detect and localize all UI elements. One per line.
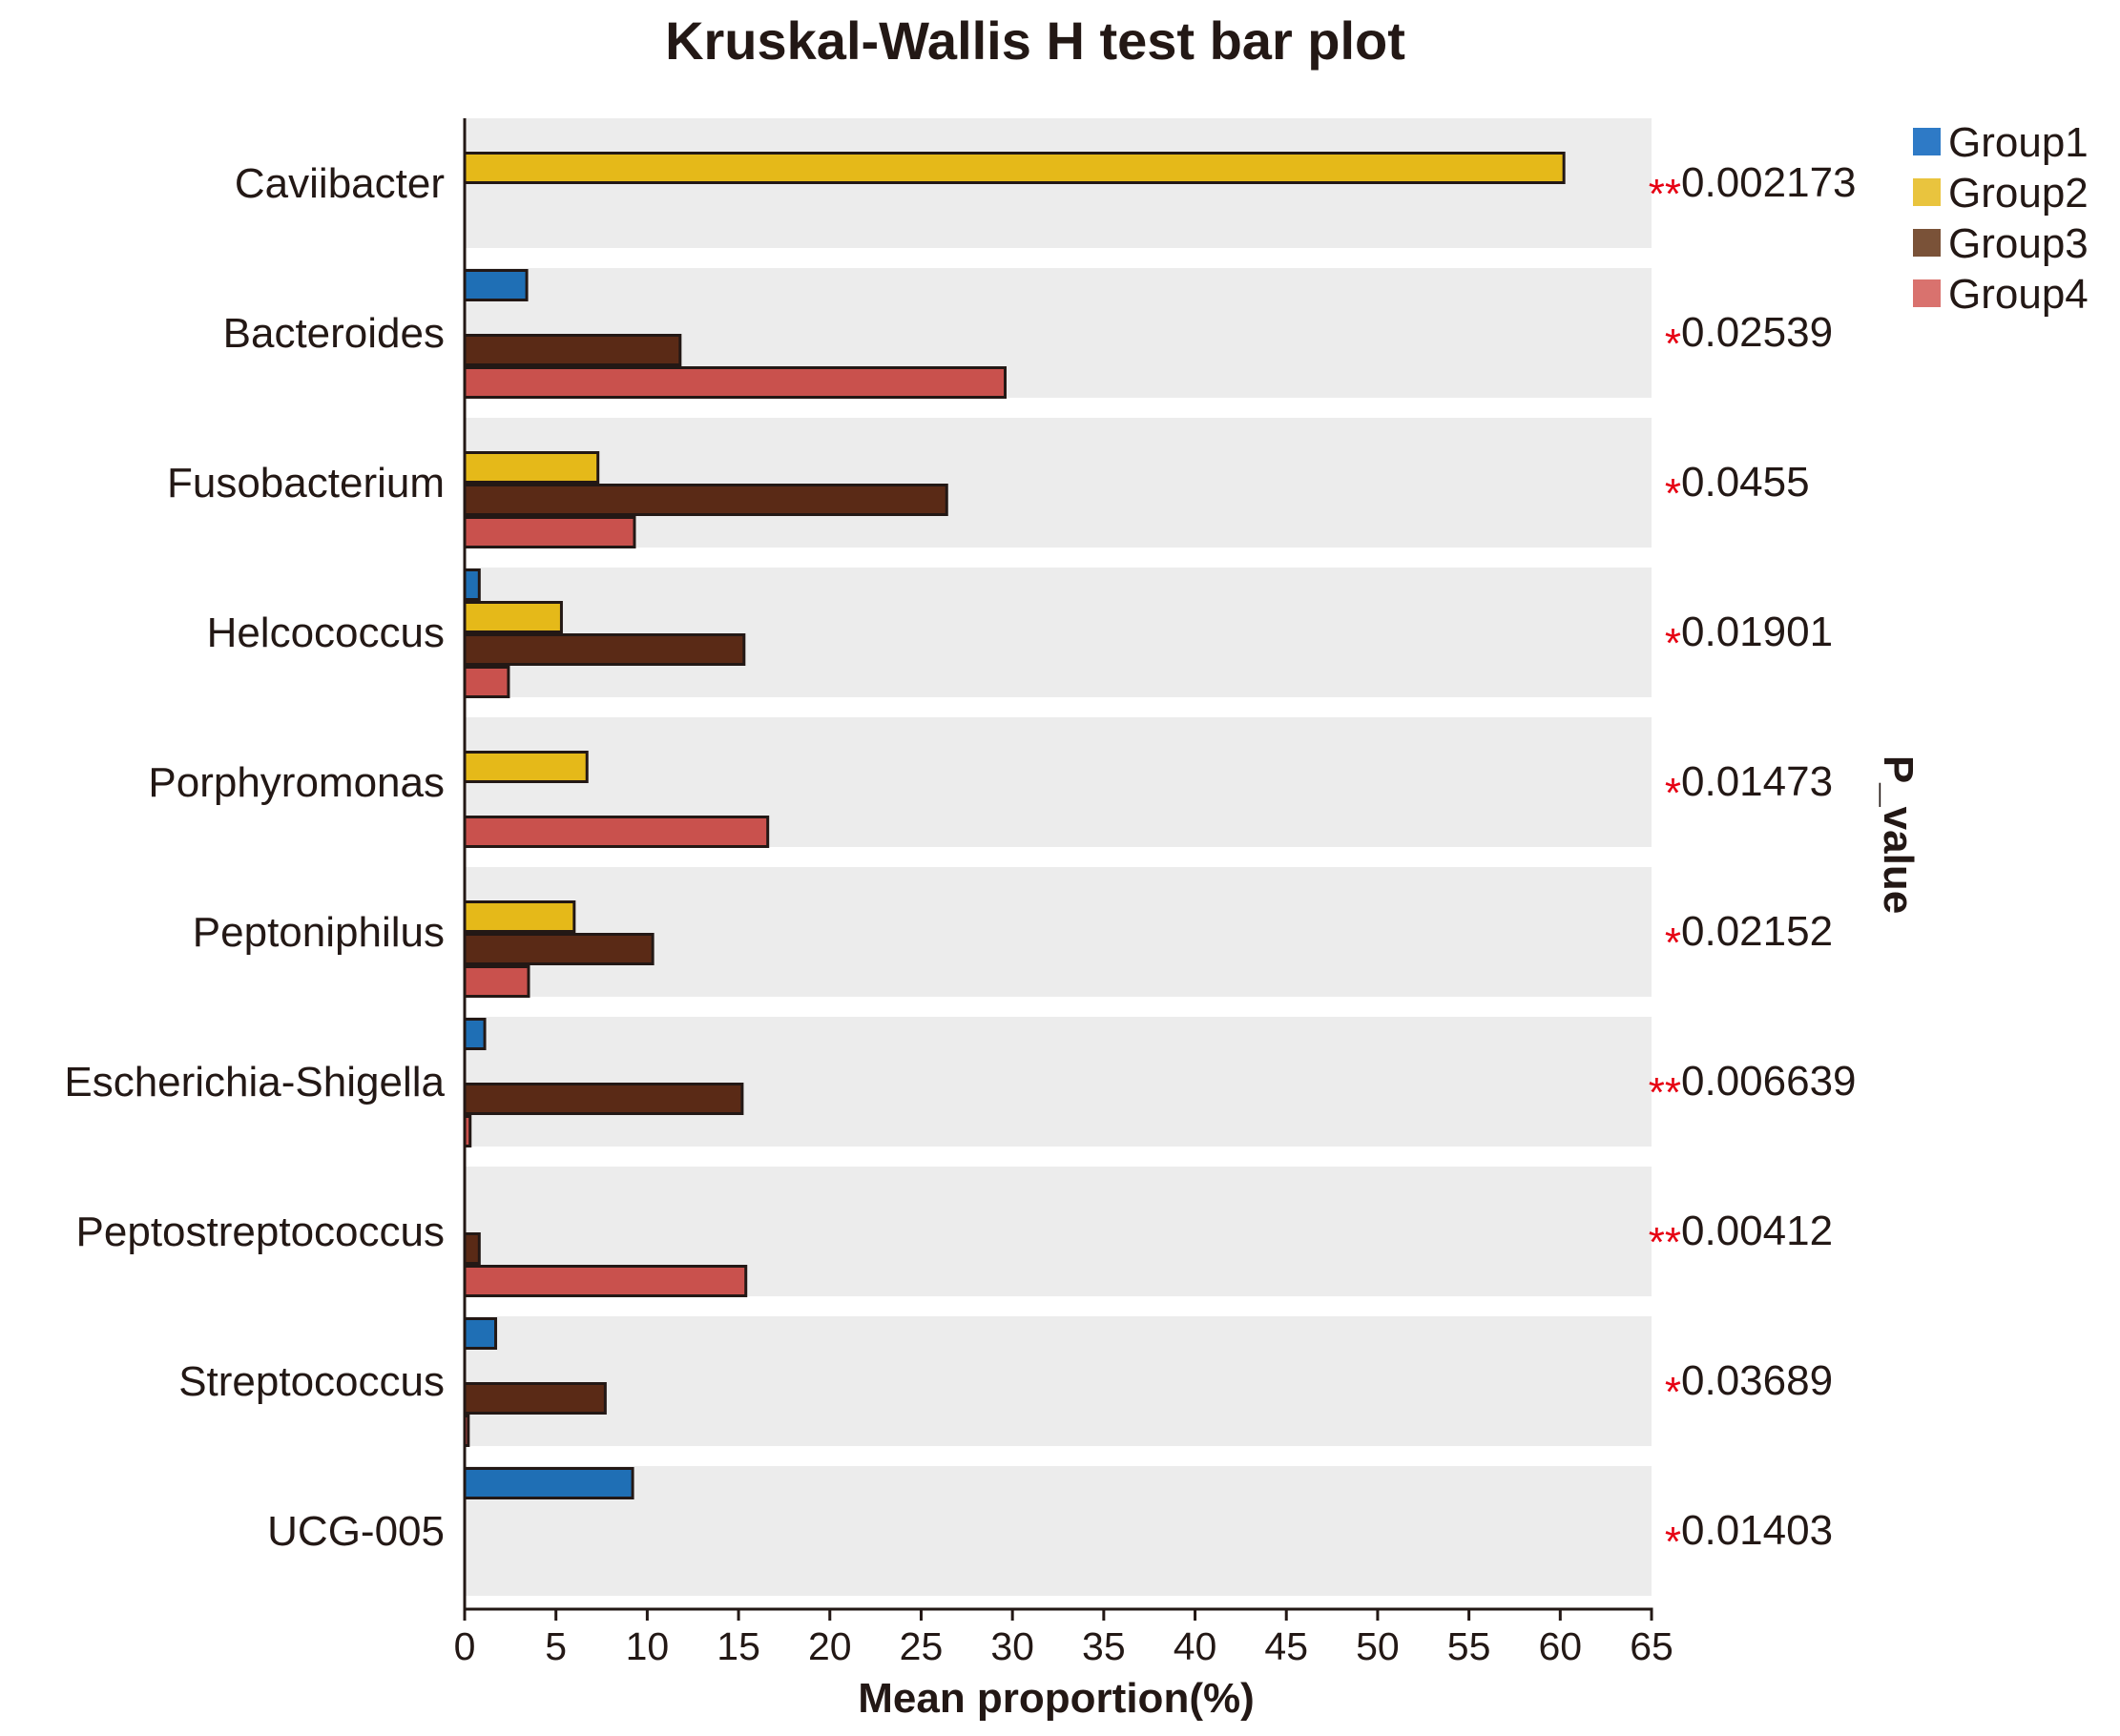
bar-group4 — [463, 666, 510, 698]
legend-swatch-group2 — [1913, 178, 1941, 206]
significance-stars: * — [1665, 1519, 1681, 1565]
significance-stars: * — [1665, 620, 1681, 667]
significance-stars: * — [1665, 920, 1681, 966]
legend-swatch-group1 — [1913, 128, 1941, 155]
bar-group1 — [463, 1018, 487, 1050]
x-tick-label: 20 — [808, 1624, 852, 1668]
p-value-labels: ** 0.002173* 0.02539* 0.0455* 0.01901* 0.0147… — [1649, 159, 1857, 1565]
significance-stars: ** — [1649, 1219, 1681, 1266]
category-label: Fusobacterium — [167, 460, 445, 506]
x-tick-label: 25 — [900, 1624, 944, 1668]
bar-group3 — [463, 334, 682, 366]
x-tick-label: 5 — [545, 1624, 567, 1668]
legend-label: Group4 — [1948, 271, 2089, 318]
significance-stars: * — [1665, 470, 1681, 517]
x-tick-label: 45 — [1264, 1624, 1308, 1668]
bar-group1 — [463, 1467, 634, 1499]
category-panel — [465, 1316, 1652, 1446]
category-labels: Caviibacter Bacteroides Fusobacterium Helco… — [64, 160, 445, 1555]
x-tick-label: 10 — [626, 1624, 670, 1668]
p-value-axis-label: P_value — [1875, 755, 1922, 914]
bar-group2 — [463, 751, 589, 783]
x-tick-label: 15 — [717, 1624, 760, 1668]
x-tick-label: 35 — [1082, 1624, 1126, 1668]
p-value-label: 0.01901 — [1681, 609, 1833, 655]
bar-group3 — [463, 933, 655, 965]
p-value-label: 0.02152 — [1681, 908, 1833, 955]
bar-group2 — [463, 601, 563, 633]
p-value-label: 0.00412 — [1681, 1208, 1833, 1254]
category-panel — [465, 867, 1652, 997]
bar-group2 — [463, 900, 576, 933]
p-value-label: 0.01473 — [1681, 758, 1833, 805]
bar-group1 — [463, 568, 481, 601]
x-tick-label: 0 — [454, 1624, 476, 1668]
significance-stars: ** — [1649, 1069, 1681, 1116]
p-value-label: 0.03689 — [1681, 1357, 1833, 1404]
legend-swatch-group4 — [1913, 279, 1941, 307]
category-panel — [465, 568, 1652, 697]
legend-label: Group3 — [1948, 220, 2089, 267]
legend-label: Group2 — [1948, 170, 2089, 217]
bar-group1 — [463, 269, 529, 301]
p-value-label: 0.006639 — [1681, 1058, 1857, 1105]
x-tick-label: 30 — [990, 1624, 1034, 1668]
category-label: Caviibacter — [235, 160, 445, 207]
bar-group3 — [463, 1382, 607, 1415]
category-label: Peptoniphilus — [193, 909, 445, 956]
x-tick-label: 40 — [1174, 1624, 1217, 1668]
category-panel — [465, 1017, 1652, 1147]
bar-group4 — [463, 965, 530, 998]
bar-group4 — [463, 366, 1007, 399]
significance-stars: * — [1665, 320, 1681, 367]
bar-group2 — [463, 152, 1566, 184]
significance-stars: * — [1665, 770, 1681, 816]
legend-label: Group1 — [1948, 119, 2089, 166]
p-value-label: 0.0455 — [1681, 459, 1810, 506]
bar-group3 — [463, 484, 948, 516]
x-tick-label: 55 — [1447, 1624, 1491, 1668]
category-label: UCG-005 — [267, 1508, 445, 1555]
x-axis-label: Mean proportion(%) — [858, 1675, 1255, 1722]
category-label: Helcococcus — [207, 610, 445, 656]
bar-group4 — [463, 816, 770, 848]
bar-group4 — [463, 1265, 748, 1297]
category-label: Escherichia-Shigella — [64, 1059, 445, 1106]
category-label: Porphyromonas — [148, 759, 445, 806]
p-value-label: 0.01403 — [1681, 1507, 1833, 1554]
x-tick-label: 50 — [1356, 1624, 1400, 1668]
legend-swatch-group3 — [1913, 229, 1941, 257]
bar-group3 — [463, 1232, 481, 1265]
chart-title: Kruskal-Wallis H test bar plot — [665, 10, 1405, 71]
category-panels — [465, 118, 1652, 1596]
significance-stars: ** — [1649, 171, 1681, 217]
bar-group3 — [463, 633, 746, 666]
category-panel — [465, 1466, 1652, 1596]
bar-group2 — [463, 451, 600, 484]
category-label: Bacteroides — [223, 310, 445, 357]
x-axis: 0 5 10 15 20 25 30 35 40 45 50 55 60 65 — [454, 118, 1673, 1668]
x-tick-label: 60 — [1539, 1624, 1583, 1668]
category-label: Peptostreptococcus — [76, 1209, 445, 1255]
bars — [463, 152, 1566, 1499]
x-tick-label: 65 — [1630, 1624, 1673, 1668]
p-value-label: 0.002173 — [1681, 159, 1857, 206]
bar-group1 — [463, 1317, 498, 1350]
category-panel — [465, 418, 1652, 548]
p-value-label: 0.02539 — [1681, 309, 1833, 356]
bar-group4 — [463, 516, 636, 548]
bar-group3 — [463, 1083, 744, 1115]
significance-stars: * — [1665, 1369, 1681, 1416]
category-label: Streptococcus — [178, 1358, 445, 1405]
